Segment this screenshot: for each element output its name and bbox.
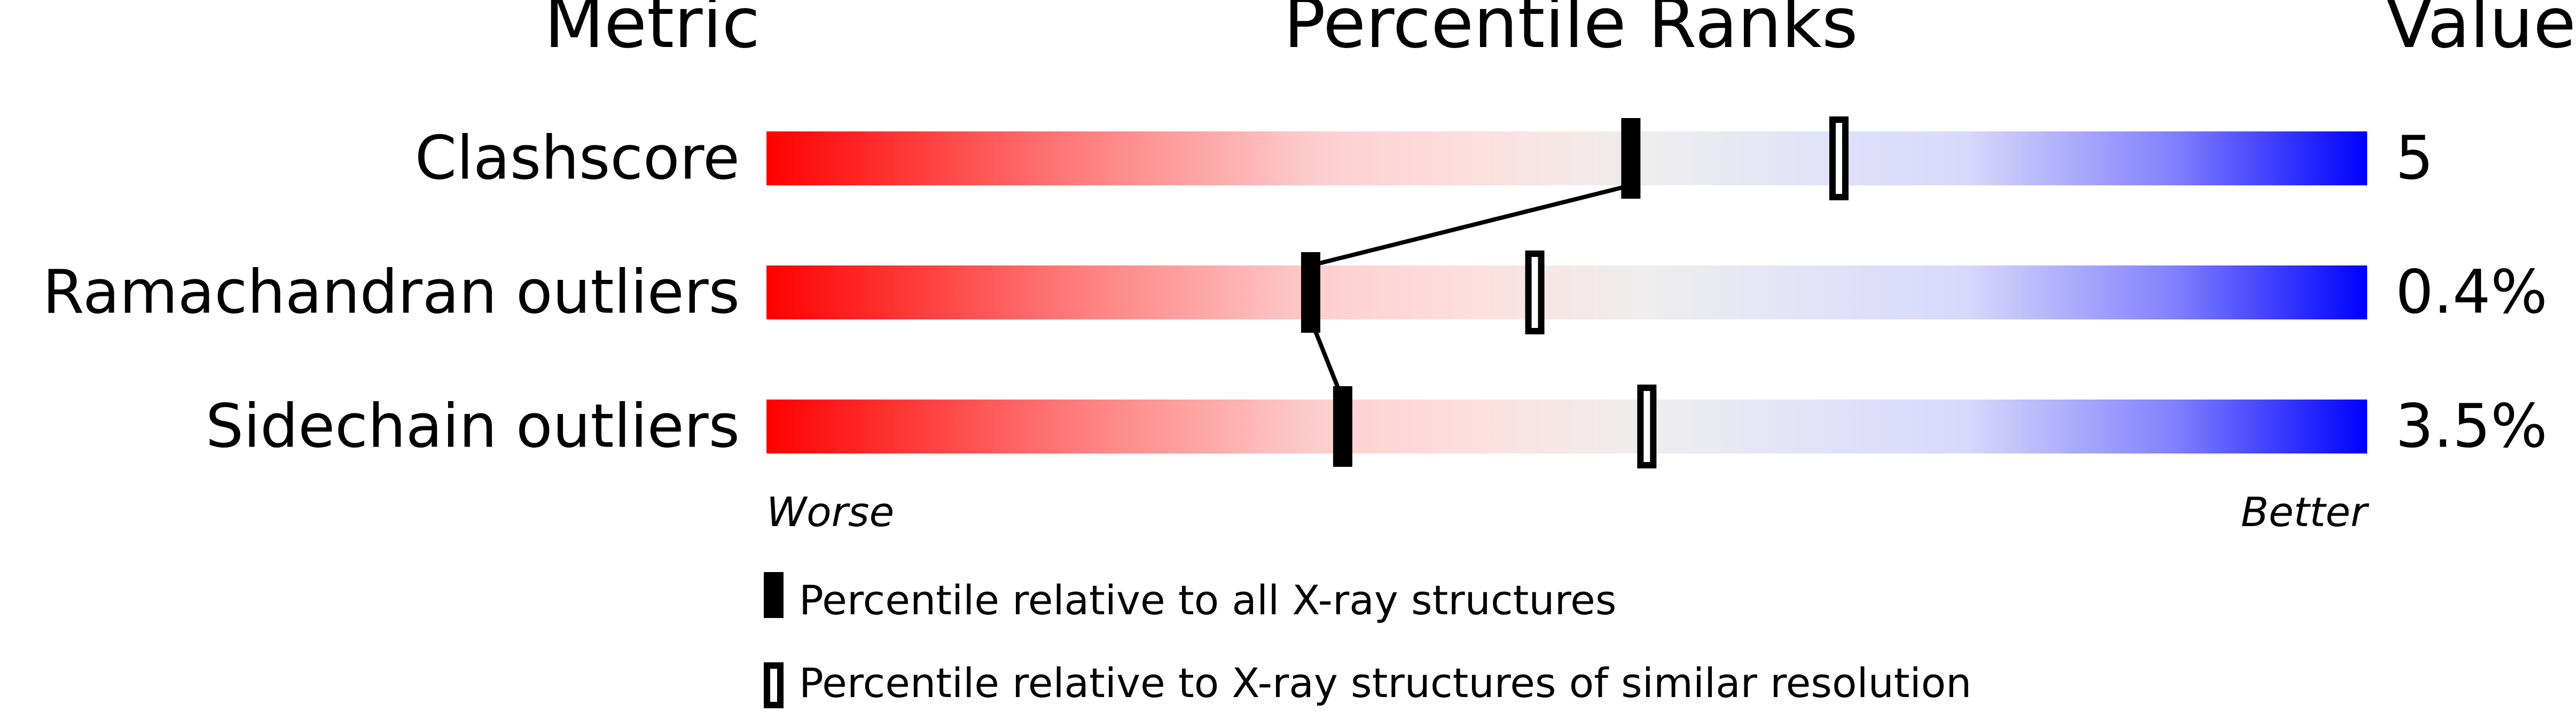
connector-line bbox=[1310, 183, 1632, 268]
metric-value: 0.4% bbox=[2395, 258, 2548, 327]
percentile-similar-marker bbox=[1637, 385, 1657, 468]
legend-all-label: Percentile relative to all X-ray structu… bbox=[799, 576, 1617, 624]
header-value: Value bbox=[2385, 0, 2576, 64]
metric-value: 3.5% bbox=[2395, 392, 2548, 461]
percentile-similar-marker bbox=[1525, 251, 1545, 334]
legend-filled-marker-icon bbox=[764, 572, 784, 618]
percentile-bar bbox=[766, 131, 2367, 185]
metric-label: Clashscore bbox=[415, 124, 740, 193]
metric-label: Sidechain outliers bbox=[206, 392, 740, 461]
percentile-bar bbox=[766, 400, 2367, 453]
percentile-all-marker bbox=[1621, 118, 1641, 199]
percentile-all-marker bbox=[1301, 252, 1320, 333]
header-percentile-ranks: Percentile Ranks bbox=[1283, 0, 1858, 64]
worse-label: Worse bbox=[766, 488, 894, 536]
percentile-all-marker bbox=[1333, 386, 1352, 467]
header-metric: Metric bbox=[544, 0, 760, 64]
metric-value: 5 bbox=[2395, 124, 2433, 193]
percentile-bar bbox=[766, 265, 2367, 319]
percentile-similar-marker bbox=[1829, 116, 1849, 200]
better-label: Better bbox=[2241, 488, 2370, 536]
legend-similar-label: Percentile relative to X-ray structures … bbox=[799, 659, 1971, 707]
metric-label: Ramachandran outliers bbox=[43, 258, 740, 327]
legend-open-marker-icon bbox=[764, 662, 784, 708]
